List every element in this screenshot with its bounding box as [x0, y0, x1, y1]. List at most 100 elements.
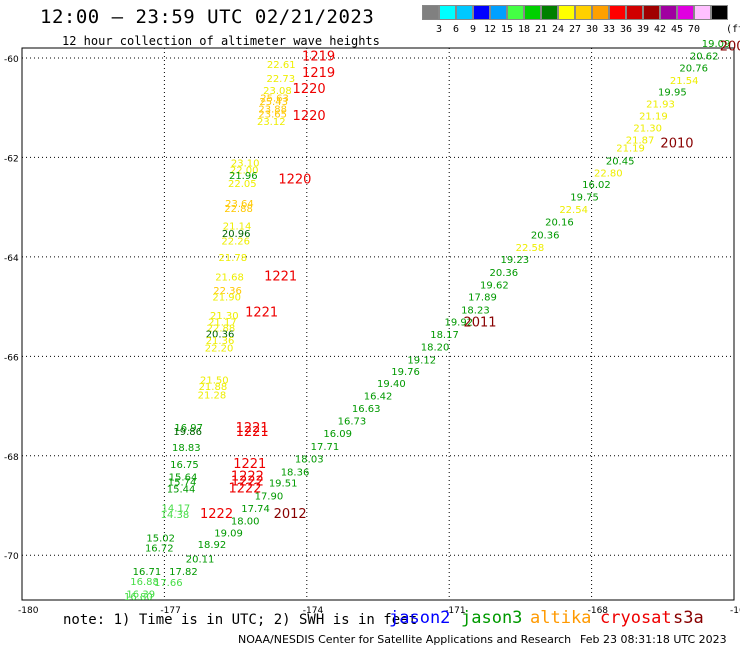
wave-height-value: 19.40	[377, 379, 406, 390]
wave-height-value: 21.30	[210, 311, 239, 322]
wave-height-value: 22.36	[213, 286, 242, 297]
wave-height-value: 17.89	[468, 293, 497, 304]
wave-height-value: 15.74	[168, 478, 197, 489]
longitude-tick-label: -180	[18, 606, 39, 616]
wave-height-value: 19.95	[658, 88, 687, 99]
legend-label: 33	[602, 24, 616, 35]
latitude-tick-label: -70	[4, 552, 19, 562]
legend-label: 21	[534, 24, 548, 35]
wave-height-value: 21.88	[199, 382, 228, 393]
pass-time-label: 1222	[231, 470, 264, 485]
legend-swatch	[711, 5, 728, 20]
wave-height-value: 17.82	[169, 567, 198, 578]
legend-label: 15	[500, 24, 514, 35]
wave-height-value: 21.87	[626, 135, 655, 146]
wave-height-value: 20.62	[690, 51, 719, 62]
legend-swatch	[541, 5, 558, 20]
wave-height-value: 15.44	[167, 485, 196, 496]
wave-height-value: 16.72	[145, 543, 174, 554]
pass-time-label: 1219	[302, 49, 335, 64]
wave-height-value: 14.38	[161, 510, 190, 521]
wave-height-value: 23.64	[225, 199, 254, 210]
pass-time-label: 2012	[274, 507, 307, 522]
wave-height-value: 21.17	[208, 317, 237, 328]
satellite-s3a: s3a	[673, 608, 704, 628]
wave-height-value: 18.83	[172, 443, 201, 454]
axis-labels: -60 -62 -64 -66 -68 -70 -180 -177 -174 -171 -168 -1…	[4, 55, 740, 616]
pass-time-label: 1222	[200, 507, 233, 522]
wave-height-value: 16.73	[338, 416, 367, 427]
wave-height-value: 16.80	[124, 592, 153, 603]
wave-height-value: 23.10	[231, 158, 260, 169]
wave-height-value: 22.54	[559, 205, 588, 216]
legend-swatch	[439, 5, 456, 20]
wave-height-value: 16.02	[582, 180, 611, 191]
wave-height-value: 20.36	[206, 329, 235, 340]
pass-time-label: 2010	[660, 136, 693, 151]
longitude-tick-label: -168	[588, 606, 609, 616]
wave-height-value: 16.39	[126, 590, 155, 601]
wave-height-value: 20.11	[186, 555, 215, 566]
longitude-tick-label: -171	[445, 606, 465, 616]
wave-height-value: 16.75	[170, 460, 199, 471]
legend-label: 30	[585, 24, 599, 35]
latitude-tick-label: -64	[4, 254, 19, 264]
wave-height-value: 18.92	[198, 540, 227, 551]
wave-height-value: 21.68	[215, 273, 244, 284]
wave-height-value: 16.42	[364, 392, 393, 403]
legend-label: 70	[687, 24, 701, 35]
pass-time-label: 1222	[228, 482, 261, 497]
map-frame	[21, 47, 735, 601]
wave-height-value: 16.88	[130, 577, 159, 588]
satellite-jason2: jason2	[389, 608, 451, 628]
pass-time-label: 1221	[236, 425, 269, 440]
legend-swatch	[694, 5, 711, 20]
wave-height-value: 21.54	[670, 76, 699, 87]
wave-height-value: 19.12	[407, 355, 436, 366]
wave-height-value: 21.36	[206, 336, 235, 347]
map-grid	[21, 48, 735, 600]
wave-height-value: 21.30	[633, 124, 662, 135]
longitude-tick-label: -165	[730, 606, 740, 616]
pass-time-label: 1221	[233, 457, 266, 472]
longitude-tick-label: -174	[303, 606, 324, 616]
wave-height-value: 22.80	[594, 168, 623, 179]
wave-height-value: 19.86	[173, 427, 202, 438]
wave-height-value: 17.90	[255, 492, 284, 503]
wave-height-value: 20.16	[545, 218, 574, 229]
wave-height-value: 21.14	[223, 222, 252, 233]
legend-label: 3	[435, 24, 443, 35]
wave-height-value: 18.23	[461, 306, 490, 317]
generation-timestamp: Feb 23 08:31:18 UTC 2023	[580, 633, 727, 646]
wave-height-value: 20.45	[606, 156, 635, 167]
legend-label: 39	[636, 24, 650, 35]
wave-height-value: 23.65	[258, 110, 287, 121]
legend-swatch	[575, 5, 592, 20]
wave-height-value: 22.61	[267, 60, 296, 71]
legend-swatch	[592, 5, 609, 20]
legend-swatch	[677, 5, 694, 20]
wave-height-value: 21.19	[616, 143, 645, 154]
wave-height-value: 22.05	[228, 179, 257, 190]
pass-time-label: 1221	[264, 270, 297, 285]
legend-label: 6	[452, 24, 460, 35]
pass-time-label: 2011	[463, 315, 496, 330]
wave-height-value: 21.96	[229, 171, 258, 182]
pass-time-label: 1222	[231, 475, 264, 490]
wave-height-value: 20.36	[531, 230, 560, 241]
longitude-tick-label: -177	[160, 606, 180, 616]
wave-height-value: 22.00	[230, 165, 259, 176]
wave-height-value: 19.09	[702, 39, 731, 50]
wave-height-value: 15.02	[146, 533, 175, 544]
legend-swatch	[507, 5, 524, 20]
legend-swatch	[524, 5, 541, 20]
legend-swatch	[422, 5, 439, 20]
wave-height-value: 22.88	[224, 204, 253, 215]
legend-label: 9	[469, 24, 477, 35]
wave-height-value: 20.36	[490, 268, 519, 279]
wave-height-value: 19.51	[269, 479, 298, 490]
latitude-tick-label: -66	[4, 353, 19, 363]
legend-label: 36	[619, 24, 633, 35]
wave-height-value: 18.00	[231, 516, 260, 527]
wave-height-value: 15.64	[169, 473, 198, 484]
